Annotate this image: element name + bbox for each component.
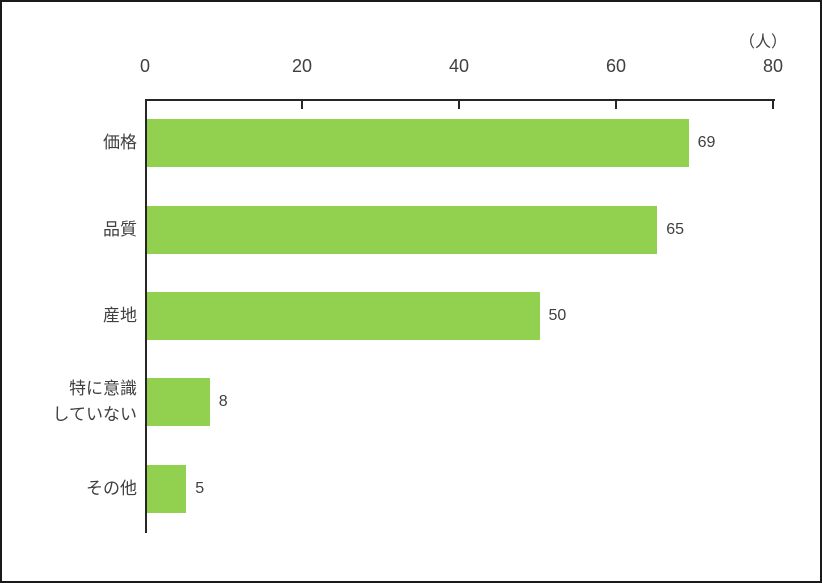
value-label: 69 xyxy=(697,134,716,152)
bar xyxy=(147,378,210,427)
x-tick-mark xyxy=(772,101,774,109)
x-tick-mark xyxy=(458,101,460,109)
category-label: 特に意識 していない xyxy=(52,379,138,425)
x-tick-label: 60 xyxy=(605,56,627,76)
bar xyxy=(147,205,658,254)
x-tick-mark xyxy=(301,101,303,109)
x-tick-label: 40 xyxy=(448,56,470,76)
value-label: 50 xyxy=(548,307,567,324)
value-label: 65 xyxy=(666,220,685,238)
x-tick-label: 20 xyxy=(291,56,313,76)
axis-unit-label: （人） xyxy=(738,34,787,51)
bar xyxy=(147,292,540,340)
category-label: 産地 xyxy=(103,306,137,325)
x-tick-label: 0 xyxy=(139,56,151,76)
y-axis-line xyxy=(145,99,147,533)
value-label: 8 xyxy=(218,393,228,411)
x-axis-line xyxy=(145,99,775,101)
category-label: 品質 xyxy=(103,219,137,239)
value-label: 5 xyxy=(195,479,205,497)
category-label: その他 xyxy=(86,478,137,498)
bar xyxy=(147,119,689,168)
x-tick-label: 80 xyxy=(762,56,784,76)
category-label: 価格 xyxy=(103,133,137,153)
bar xyxy=(147,464,187,513)
x-tick-mark xyxy=(615,101,617,109)
